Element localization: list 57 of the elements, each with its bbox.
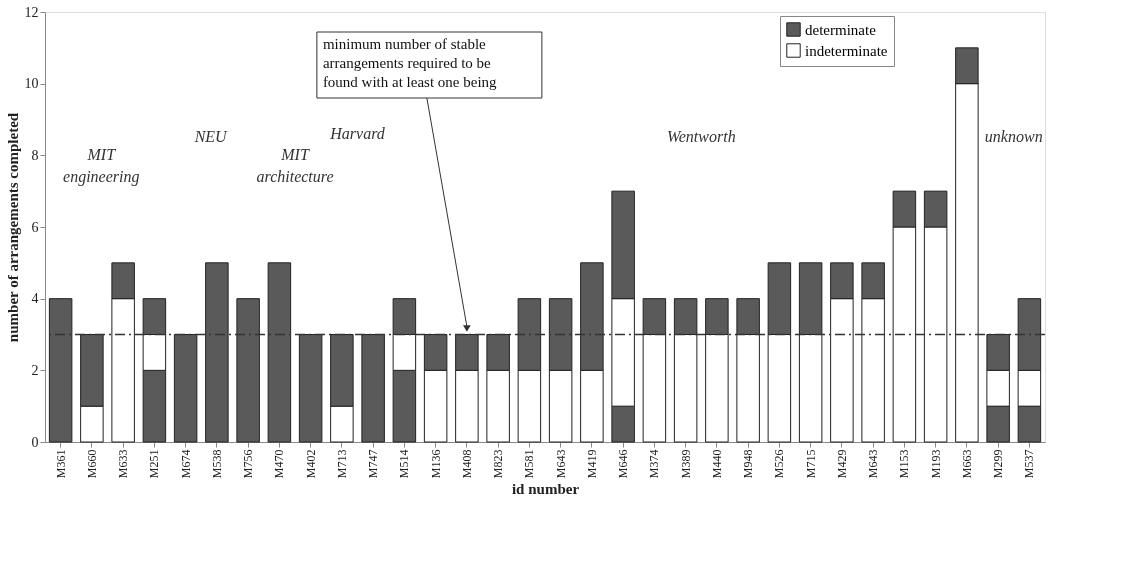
x-axis-title: id number [511, 481, 580, 498]
x-tick-label: M660 [84, 449, 99, 479]
x-tick-label: M633 [116, 449, 131, 479]
annotation: MIT engineering [63, 146, 140, 187]
y-axis-title: number of arrangements completed [4, 112, 21, 343]
x-tick-label: M299 [991, 449, 1006, 479]
y-tick-label: 2 [31, 362, 39, 378]
x-tick-label: M646 [616, 449, 631, 479]
x-tick-label: M389 [678, 449, 693, 479]
legend-label: indeterminate [805, 42, 888, 59]
annotation: NEU [193, 128, 229, 146]
x-tick-label: M419 [584, 449, 599, 479]
annotation: Wentworth [666, 128, 736, 146]
y-tick-label: 12 [24, 4, 39, 20]
x-tick-label: M470 [272, 449, 287, 479]
x-tick-label: M663 [959, 449, 974, 479]
x-tick-label: M374 [647, 449, 662, 479]
y-tick-label: 0 [31, 434, 39, 450]
x-tick-label: M440 [709, 449, 724, 479]
legend-label: determinate [805, 21, 877, 38]
x-tick-label: M747 [366, 449, 381, 479]
annotation: Harvard [329, 124, 386, 142]
bar [267, 262, 292, 443]
bar [48, 298, 73, 443]
bar [173, 334, 198, 443]
x-tick-label: M581 [522, 449, 537, 479]
y-tick-label: 6 [31, 219, 39, 235]
x-tick-label: M408 [459, 449, 474, 479]
x-tick-label: M251 [147, 449, 162, 479]
x-tick-label: M713 [334, 449, 349, 479]
x-tick-label: M402 [303, 449, 318, 479]
bar [361, 334, 385, 443]
y-tick-label: 8 [31, 147, 39, 163]
y-tick-label: 4 [31, 291, 39, 307]
x-tick-label: M715 [803, 449, 818, 479]
x-tick-label: M514 [397, 449, 412, 479]
y-tick-label: 10 [24, 76, 39, 92]
bar [205, 262, 229, 443]
bar [236, 298, 260, 443]
x-tick-label: M537 [1022, 449, 1037, 479]
annotation: minimum number of stable arrangements required to be found with at least one being [322, 36, 498, 90]
x-tick-label: M538 [209, 449, 224, 479]
x-tick-label: M153 [897, 449, 912, 479]
x-tick-label: M429 [834, 449, 849, 479]
x-tick-label: M193 [928, 449, 943, 479]
x-tick-label: M643 [866, 449, 881, 479]
annotation: unknown [984, 128, 1043, 146]
x-tick-label: M136 [428, 449, 443, 479]
x-tick-label: M823 [491, 449, 506, 479]
x-tick-label: M674 [178, 449, 193, 479]
bar [298, 334, 323, 443]
x-tick-label: M361 [53, 449, 68, 479]
annotation: MIT architecture [256, 146, 334, 186]
x-tick-label: M948 [741, 449, 756, 479]
x-tick-label: M643 [553, 449, 568, 479]
x-tick-label: M756 [241, 449, 256, 479]
x-tick-label: M526 [772, 449, 787, 479]
